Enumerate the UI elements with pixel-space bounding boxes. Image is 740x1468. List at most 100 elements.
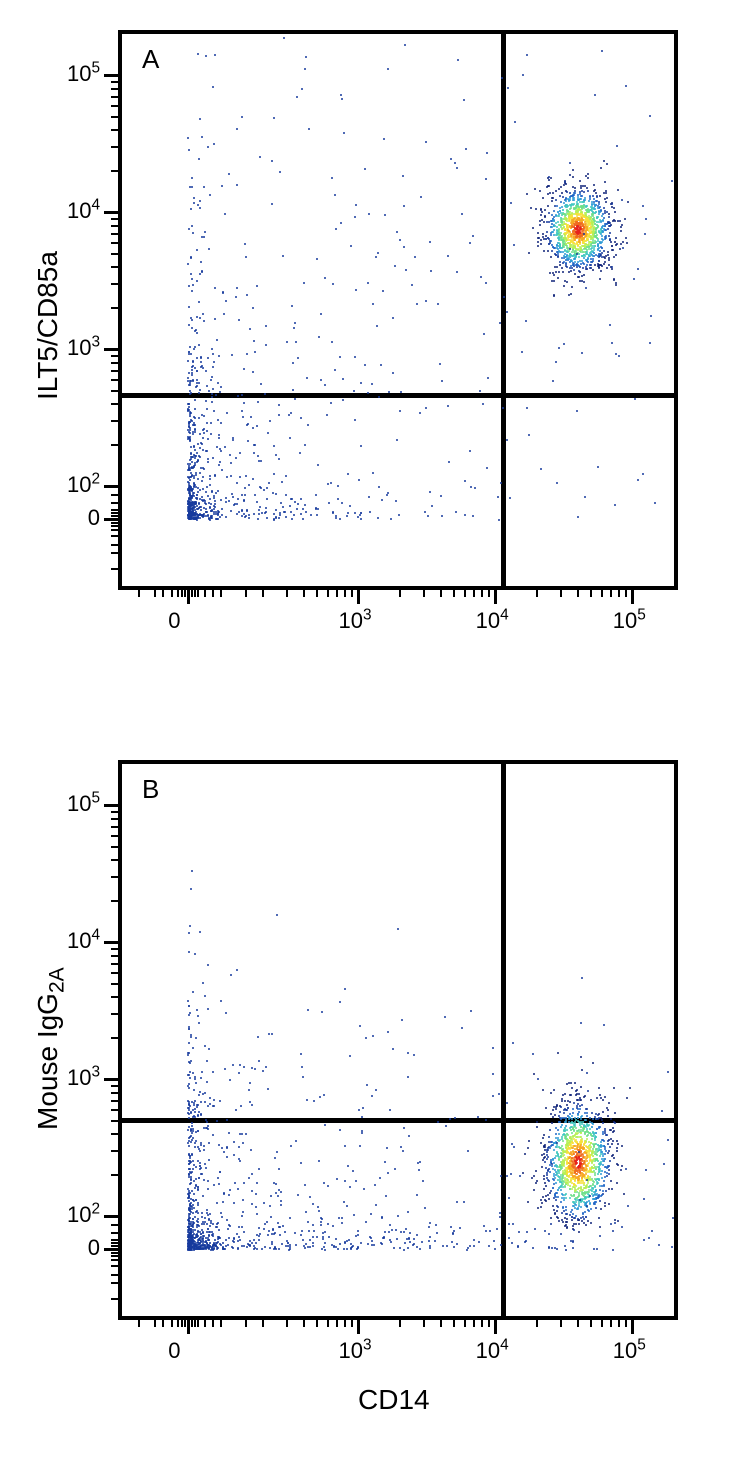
dot <box>202 1093 204 1095</box>
dot <box>188 1137 190 1139</box>
dot <box>555 190 557 192</box>
dot <box>566 1218 568 1220</box>
dot <box>441 515 443 517</box>
dot <box>546 1174 548 1176</box>
dot <box>593 1191 595 1193</box>
dot <box>196 370 198 372</box>
dot <box>445 1125 447 1127</box>
x-tick <box>191 590 193 597</box>
dot <box>202 476 204 478</box>
dot <box>400 1231 402 1233</box>
dot <box>539 190 541 192</box>
dot <box>602 1155 604 1157</box>
dot <box>278 414 280 416</box>
dot <box>608 1169 610 1171</box>
x-tick <box>336 590 338 597</box>
dot <box>563 343 565 345</box>
dot <box>205 511 207 513</box>
dot <box>578 1093 580 1095</box>
dot <box>547 1156 549 1158</box>
dot <box>597 248 599 250</box>
dot <box>615 353 617 355</box>
dot <box>537 1207 539 1209</box>
dot <box>324 1231 326 1233</box>
dot <box>403 246 405 248</box>
dot <box>511 1242 513 1244</box>
dot <box>506 1175 508 1177</box>
y-axis-label: Mouse IgG2A <box>32 967 64 1130</box>
dot <box>357 516 359 518</box>
dot <box>365 1221 367 1223</box>
dot <box>552 380 554 382</box>
x-tick <box>464 590 466 597</box>
dot <box>278 517 280 519</box>
dot <box>606 197 608 199</box>
dot <box>595 1207 597 1209</box>
dot <box>560 1126 562 1128</box>
dot <box>320 313 322 315</box>
dot <box>614 504 616 506</box>
dot <box>540 1142 542 1144</box>
dot <box>271 1233 273 1235</box>
dot <box>455 511 457 513</box>
dot <box>667 1071 669 1073</box>
dot <box>218 434 220 436</box>
dot <box>202 449 204 451</box>
dot <box>393 1247 395 1249</box>
dot <box>188 932 190 934</box>
dot <box>546 231 548 233</box>
dot <box>597 466 599 468</box>
dot <box>596 1097 598 1099</box>
dot <box>203 1179 205 1181</box>
dot <box>606 211 608 213</box>
dot <box>201 1223 203 1225</box>
dot <box>611 206 613 208</box>
dot <box>208 517 210 519</box>
dot <box>199 433 201 435</box>
dot <box>188 306 190 308</box>
dot <box>551 250 553 252</box>
dot <box>359 514 361 516</box>
dot <box>427 515 429 517</box>
dot <box>281 481 283 483</box>
dot <box>313 1230 315 1232</box>
dot <box>236 287 238 289</box>
dot <box>212 388 214 390</box>
dot <box>390 1241 392 1243</box>
dot <box>241 116 243 118</box>
dot <box>583 1218 585 1220</box>
dot <box>671 1246 673 1248</box>
dot <box>546 1151 548 1153</box>
dot <box>204 1101 206 1103</box>
dot <box>403 205 405 207</box>
dot <box>221 469 223 471</box>
dot <box>244 516 246 518</box>
dot <box>537 245 539 247</box>
dot <box>206 1223 208 1225</box>
dot <box>207 461 209 463</box>
dot <box>271 203 273 205</box>
dot <box>219 516 221 518</box>
dot <box>367 1243 369 1245</box>
dot <box>188 511 190 513</box>
dot <box>195 329 197 331</box>
dot <box>603 1024 605 1026</box>
dot <box>579 1160 581 1162</box>
dot <box>553 1209 555 1211</box>
dot <box>532 1247 534 1249</box>
dot <box>271 160 273 162</box>
dot <box>596 196 598 198</box>
dot <box>196 1106 198 1108</box>
dot <box>190 1182 192 1184</box>
dot <box>339 1001 341 1003</box>
dot <box>353 390 355 392</box>
dot <box>275 1248 277 1250</box>
dot <box>323 1246 325 1248</box>
figure: AILT5/CD85a01031041050102103104105BMouse… <box>0 0 740 1468</box>
dot <box>416 1246 418 1248</box>
dot <box>602 1133 604 1135</box>
dot <box>650 315 652 317</box>
dot <box>586 1205 588 1207</box>
dot <box>301 1066 303 1068</box>
dot <box>217 382 219 384</box>
